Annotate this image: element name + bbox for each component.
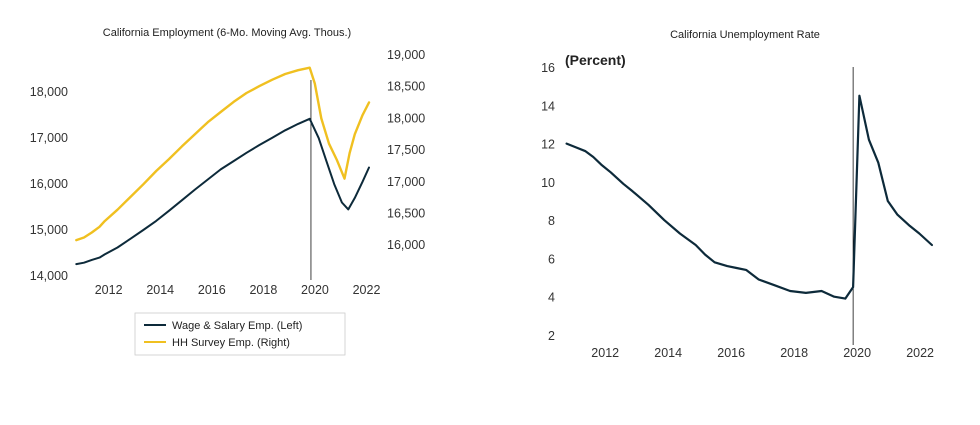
right-tick-label: 18,000: [387, 111, 425, 125]
x-tick-label: 2020: [301, 283, 329, 297]
y-tick-label: 8: [548, 214, 555, 228]
x-tick-label: 2022: [906, 346, 934, 360]
right-tick-label: 16,000: [387, 238, 425, 252]
wage-salary-line: [75, 117, 370, 266]
unemployment-chart: California Unemployment Rate (Percent) 2…: [541, 29, 934, 360]
employment-x-axis: 2012 2014 2016 2018 2020 2022: [95, 283, 381, 297]
left-tick-label: 14,000: [30, 269, 68, 283]
x-tick-label: 2016: [198, 283, 226, 297]
x-tick-label: 2014: [146, 283, 174, 297]
y-tick-label: 16: [541, 61, 555, 75]
x-tick-label: 2012: [95, 283, 123, 297]
x-tick-label: 2016: [717, 346, 745, 360]
employment-legend: Wage & Salary Emp. (Left) HH Survey Emp.…: [134, 312, 346, 356]
unemployment-chart-title: California Unemployment Rate: [670, 29, 820, 41]
x-tick-label: 2022: [353, 283, 381, 297]
right-tick-label: 17,500: [387, 143, 425, 157]
hh-survey-line: [75, 66, 371, 242]
employment-left-axis: 14,000 15,000 16,000 17,000 18,000: [30, 85, 68, 283]
employment-chart: California Employment (6-Mo. Moving Avg.…: [30, 27, 425, 356]
unemployment-series-group: [565, 94, 934, 300]
y-tick-label: 6: [548, 252, 555, 266]
y-tick-label: 12: [541, 138, 555, 152]
x-tick-label: 2020: [843, 346, 871, 360]
right-tick-label: 16,500: [387, 206, 425, 220]
unemployment-rate-line: [565, 94, 934, 300]
legend-label-hh-survey: HH Survey Emp. (Right): [172, 337, 290, 349]
x-tick-label: 2012: [591, 346, 619, 360]
unemployment-unit-label: (Percent): [565, 52, 626, 68]
employment-right-axis: 16,000 16,500 17,000 17,500 18,000 18,500 19,0…: [387, 48, 425, 252]
y-tick-label: 2: [548, 329, 555, 343]
right-tick-label: 17,000: [387, 175, 425, 189]
left-tick-label: 18,000: [30, 85, 68, 99]
right-tick-label: 18,500: [387, 80, 425, 94]
left-tick-label: 16,000: [30, 177, 68, 191]
y-tick-label: 14: [541, 99, 555, 113]
employment-chart-title: California Employment (6-Mo. Moving Avg.…: [103, 27, 351, 39]
employment-series-group: [75, 66, 371, 266]
legend-box: [134, 312, 346, 356]
x-tick-label: 2018: [249, 283, 277, 297]
y-tick-label: 4: [548, 291, 555, 305]
unemployment-y-axis: 2 4 6 8 10 12 14 16: [541, 61, 555, 343]
x-tick-label: 2014: [654, 346, 682, 360]
y-tick-label: 10: [541, 176, 555, 190]
legend-label-wage-salary: Wage & Salary Emp. (Left): [172, 320, 302, 332]
left-tick-label: 15,000: [30, 223, 68, 237]
x-tick-label: 2018: [780, 346, 808, 360]
left-tick-label: 17,000: [30, 131, 68, 145]
right-tick-label: 19,000: [387, 48, 425, 62]
unemployment-x-axis: 2012 2014 2016 2018 2020 2022: [591, 346, 934, 360]
